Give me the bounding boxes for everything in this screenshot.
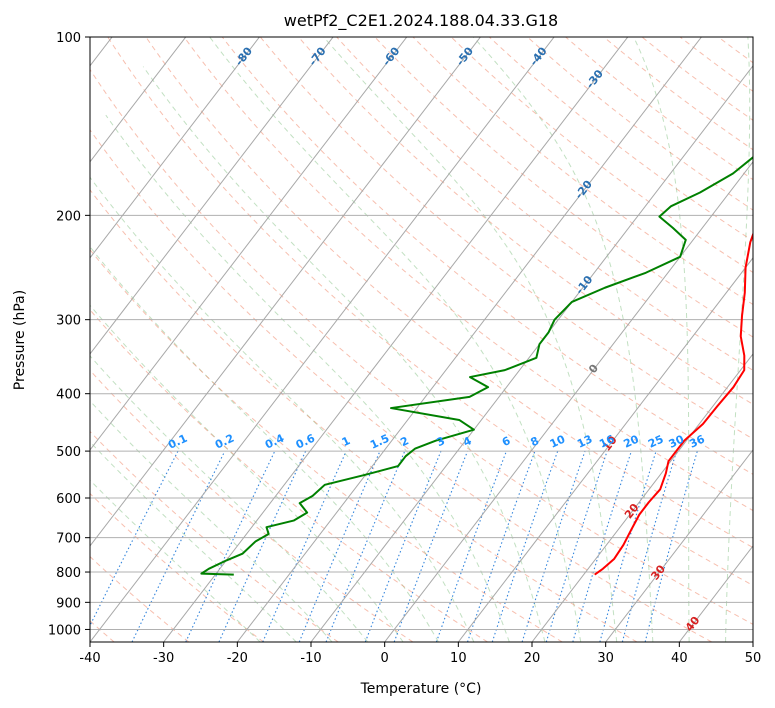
mixing-ratio-label: 25 bbox=[646, 433, 665, 451]
isotherm bbox=[236, 37, 703, 642]
x-tick-label: -40 bbox=[79, 651, 100, 666]
moist-adiabat bbox=[90, 479, 261, 642]
mixing-ratio-line bbox=[621, 450, 678, 642]
x-tick-label: 50 bbox=[745, 651, 762, 666]
mixing-ratio-line bbox=[435, 450, 507, 642]
moist-adiabats bbox=[90, 37, 751, 642]
isotherm bbox=[90, 37, 334, 355]
moist-adiabat bbox=[323, 37, 618, 642]
moist-adiabat bbox=[105, 114, 510, 642]
y-tick-label: 1000 bbox=[48, 623, 81, 638]
x-tick-label: -10 bbox=[300, 651, 321, 666]
dry-adiabat bbox=[336, 37, 753, 371]
x-tick-label: 0 bbox=[381, 651, 389, 666]
mixing-ratio-line bbox=[466, 450, 536, 642]
y-tick-label: 500 bbox=[56, 445, 81, 460]
mixing-ratio-lines bbox=[90, 450, 698, 642]
mixing-ratio-label: 13 bbox=[575, 433, 594, 451]
dry-adiabat bbox=[90, 248, 563, 642]
dry-adiabat bbox=[107, 37, 753, 586]
mixing-ratio-label: 20 bbox=[621, 432, 641, 450]
y-tick-label: 800 bbox=[56, 566, 81, 581]
mixing-ratio-labels: 0.1 0.2 0.4 0.6 1 1.5 2 3 4 6 8 10 13 16 20 25 30 36 bbox=[166, 431, 707, 451]
mixing-ratio-line bbox=[599, 450, 657, 642]
dry-adiabat bbox=[90, 309, 488, 642]
temperature-line bbox=[594, 231, 753, 576]
dry-adiabat bbox=[374, 37, 753, 338]
y-tick-label: 200 bbox=[56, 209, 81, 224]
mixing-ratio-line bbox=[644, 450, 698, 642]
mixing-ratio-line bbox=[131, 450, 226, 642]
dry-adiabat bbox=[221, 37, 753, 475]
y-tick-label: 600 bbox=[56, 492, 81, 507]
mixing-ratio-label: 30 bbox=[667, 432, 687, 450]
isotherm bbox=[90, 37, 187, 163]
dry-adiabat bbox=[297, 37, 753, 405]
moist-adiabat bbox=[90, 441, 297, 642]
isotherm bbox=[531, 353, 753, 642]
mixing-ratio-line bbox=[218, 450, 307, 642]
dry-adiabat bbox=[564, 37, 753, 181]
y-axis-label: Pressure (hPa) bbox=[12, 290, 28, 390]
plot-frame bbox=[89, 36, 754, 643]
isotherm bbox=[163, 37, 629, 642]
moist-adiabat bbox=[472, 37, 654, 642]
dry-adiabat bbox=[90, 492, 264, 642]
isotherm bbox=[605, 449, 753, 642]
isotherm bbox=[90, 37, 555, 642]
dry-adiabat bbox=[90, 68, 753, 625]
dry-adiabat bbox=[526, 37, 753, 211]
profile-lines bbox=[200, 155, 753, 576]
x-tick-label: 30 bbox=[597, 651, 614, 666]
mixing-ratio-label: 16 bbox=[597, 432, 617, 450]
dry-adiabat bbox=[90, 369, 414, 642]
isotherm bbox=[90, 37, 261, 259]
isotherm bbox=[310, 64, 753, 642]
moist-adiabat bbox=[142, 66, 546, 642]
dry-adiabat bbox=[183, 37, 753, 512]
isotherms bbox=[90, 37, 753, 642]
mixing-ratio-line bbox=[521, 450, 586, 642]
x-tick-label: -20 bbox=[227, 651, 248, 666]
y-tick-label: 900 bbox=[56, 596, 81, 611]
dry-adiabat bbox=[259, 37, 753, 440]
mixing-ratio-line bbox=[491, 450, 559, 642]
mixing-ratio-line bbox=[298, 450, 381, 642]
moist-adiabat bbox=[90, 246, 439, 642]
y-tick-label: 700 bbox=[56, 532, 81, 547]
mixing-ratio-line bbox=[572, 450, 632, 642]
chart-title: wetPf2_C2E1.2024.188.04.33.G18 bbox=[284, 11, 558, 31]
isotherm bbox=[90, 37, 408, 451]
x-tick-label: -30 bbox=[153, 651, 174, 666]
moist-adiabat bbox=[90, 304, 404, 642]
dry-adiabat bbox=[145, 37, 753, 549]
isotherm bbox=[457, 257, 753, 642]
moist-adiabat bbox=[90, 400, 333, 642]
dewpoint-line bbox=[200, 155, 753, 576]
mixing-ratio-label: 36 bbox=[687, 432, 707, 450]
y-tick-label: 300 bbox=[56, 314, 81, 329]
dry-adiabat bbox=[90, 189, 638, 642]
y-axis-ticks: 100 200 300 400 500 600 700 800 900 1000 bbox=[48, 31, 90, 638]
isotherm bbox=[384, 161, 753, 642]
x-tick-label: 20 bbox=[524, 651, 541, 666]
moist-adiabat bbox=[209, 37, 582, 642]
mixing-ratio-line bbox=[185, 450, 276, 642]
isotherm bbox=[90, 37, 482, 547]
plot-area: -100-90-80-70-60-50-40-30-20-10010203040… bbox=[90, 37, 753, 642]
y-tick-label: 400 bbox=[56, 388, 81, 403]
x-tick-label: 40 bbox=[671, 651, 688, 666]
x-axis-ticks: -40 -30 -20 -10 0 10 20 30 40 50 bbox=[79, 642, 761, 666]
y-tick-label: 100 bbox=[56, 31, 81, 46]
x-axis-label: Temperature (°C) bbox=[360, 681, 482, 697]
x-tick-label: 10 bbox=[450, 651, 467, 666]
mixing-ratio-label: 10 bbox=[548, 432, 568, 450]
